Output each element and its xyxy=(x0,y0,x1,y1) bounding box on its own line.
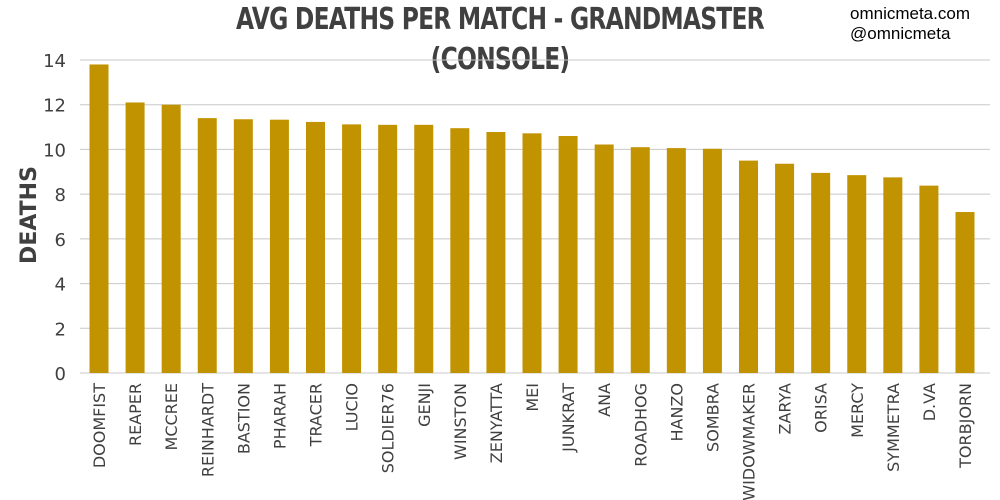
x-tick-label: PHARAH xyxy=(270,383,289,449)
y-tick-labels: 0 2 4 6 8 10 12 14 xyxy=(43,51,66,385)
x-tick-label: TRACER xyxy=(307,383,326,447)
x-tick-label: MCCREE xyxy=(162,383,181,450)
bar-winston xyxy=(450,128,470,373)
y-tick-label: 10 xyxy=(43,140,66,161)
bar-symmetra xyxy=(883,177,903,373)
x-tick-label: WINSTON xyxy=(451,383,470,460)
bar-bastion xyxy=(233,119,253,373)
x-tick-labels: DOOMFIST REAPER MCCREE REINHARDT BASTION PHAR… xyxy=(90,383,975,500)
x-tick-label: SOMBRA xyxy=(703,383,722,452)
y-tick-label: 6 xyxy=(55,230,66,251)
x-tick-label: JUNKRAT xyxy=(559,383,578,453)
x-tick-label: SYMMETRA xyxy=(884,383,903,472)
bar-mei xyxy=(522,133,542,373)
bar-genji xyxy=(414,124,434,373)
bar-hanzo xyxy=(666,148,686,373)
x-tick-label: HANZO xyxy=(667,383,686,442)
credit-handle: @omnicmeta xyxy=(850,24,951,43)
x-tick-label: WIDOWMAKER xyxy=(740,383,759,500)
bar-mccree xyxy=(161,104,181,373)
bar-roadhog xyxy=(630,147,650,373)
x-tick-label: D.VA xyxy=(920,383,939,421)
x-tick-label: GENJI xyxy=(415,383,434,427)
bar-soldier76 xyxy=(378,124,398,373)
x-tick-label: ZARYA xyxy=(776,383,795,435)
bar-reinhardt xyxy=(197,118,217,373)
x-tick-label: MEI xyxy=(523,383,542,412)
x-tick-label: ZENYATTA xyxy=(487,383,506,463)
bar-dva xyxy=(919,185,939,373)
bar-widowmaker xyxy=(739,160,758,373)
x-tick-label: REINHARDT xyxy=(198,383,217,477)
bar-doomfist xyxy=(89,64,109,373)
bar-sombra xyxy=(702,148,722,373)
x-tick-label: REAPER xyxy=(126,383,145,446)
x-tick-label: TORBJORN xyxy=(956,383,975,469)
bar-zenyatta xyxy=(486,131,506,373)
y-tick-label: 8 xyxy=(55,185,66,206)
bar-pharah xyxy=(269,119,289,373)
x-tick-label: ORISA xyxy=(812,383,831,433)
bar-tracer xyxy=(306,121,325,373)
x-tick-label: LUCIO xyxy=(343,383,362,431)
bar-reaper xyxy=(125,102,145,373)
x-tick-label: BASTION xyxy=(234,383,253,454)
bar-mercy xyxy=(847,175,867,373)
x-tick-label: ROADHOG xyxy=(631,383,650,467)
y-tick-label: 0 xyxy=(55,364,66,385)
y-tick-label: 12 xyxy=(43,96,66,117)
credits: omnicmeta.com @omnicmeta xyxy=(850,4,970,44)
y-tick-label: 14 xyxy=(43,51,66,72)
bar-ana xyxy=(594,144,614,373)
bar-lucio xyxy=(342,124,362,373)
x-tick-label: MERCY xyxy=(848,383,867,438)
x-tick-label: DOOMFIST xyxy=(90,383,109,468)
bar-zarya xyxy=(775,163,795,373)
y-tick-label: 4 xyxy=(55,275,66,296)
bar-torbjorn xyxy=(955,212,975,373)
credit-site: omnicmeta.com xyxy=(850,4,970,23)
bars xyxy=(89,64,975,373)
bar-orisa xyxy=(811,172,831,373)
y-tick-label: 2 xyxy=(55,319,66,340)
x-tick-label: SOLDIER76 xyxy=(379,383,398,473)
y-axis-label: DEATHS xyxy=(17,166,42,264)
bar-junkrat xyxy=(558,136,578,373)
x-tick-label: ANA xyxy=(595,383,614,417)
